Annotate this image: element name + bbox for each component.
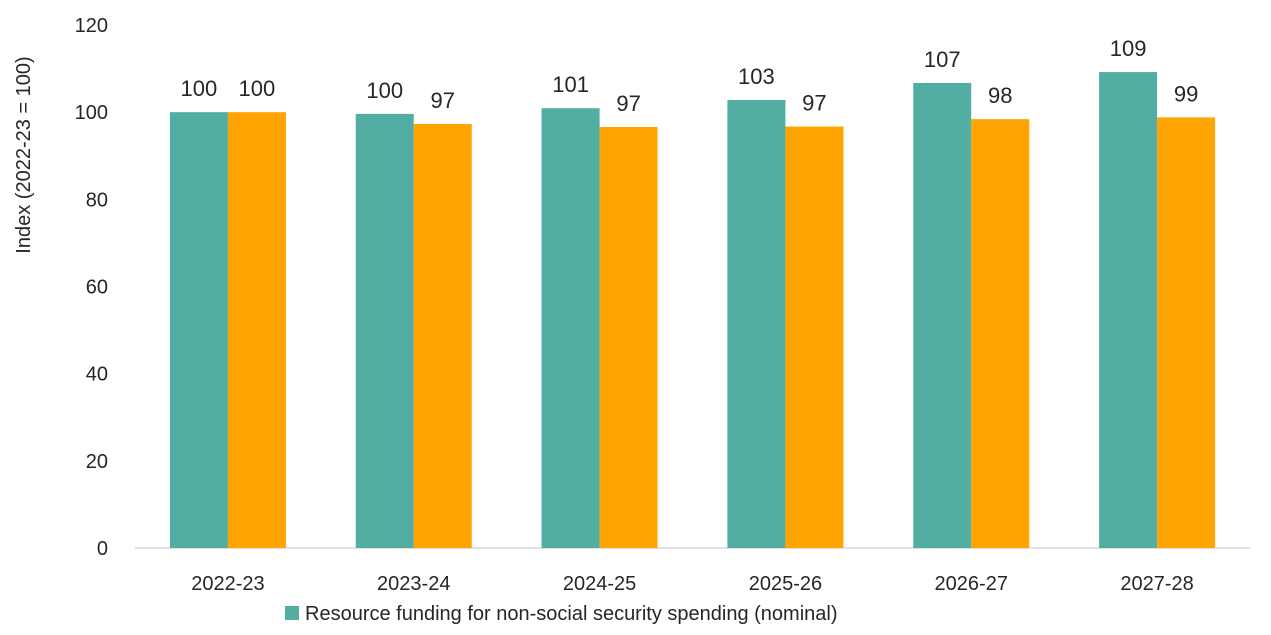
x-tick-label: 2027-28: [1120, 573, 1193, 595]
data-label: 99: [1174, 81, 1198, 106]
data-label: 98: [988, 83, 1012, 108]
y-tick-label: 100: [75, 102, 108, 124]
bar: [785, 126, 844, 548]
x-axis: 2022-23 2023-24 2024-25 2025-26 2026-27 2027-…: [135, 547, 1250, 595]
bar: [227, 112, 286, 549]
legend: Resource funding for non-social security…: [285, 603, 838, 625]
data-label: 97: [616, 91, 640, 116]
legend-swatch: [285, 606, 299, 620]
data-label: 101: [552, 72, 589, 97]
legend-label: Resource funding for non-social security…: [305, 603, 838, 625]
y-axis: 0 20 40 60 80 100 120: [75, 15, 108, 560]
y-axis-title: Index (2022-23 = 100): [13, 56, 35, 253]
bar: [971, 119, 1030, 548]
bar: [1099, 72, 1158, 548]
bar: [727, 99, 786, 549]
x-tick-label: 2026-27: [935, 573, 1008, 595]
data-label: 109: [1110, 36, 1147, 61]
y-tick-label: 120: [75, 15, 108, 37]
x-tick-label: 2024-25: [563, 573, 636, 595]
data-label: 103: [738, 64, 775, 89]
bar: [169, 112, 228, 549]
bar: [599, 126, 658, 549]
y-tick-label: 60: [86, 277, 108, 299]
bar: [541, 108, 600, 548]
bar: [413, 123, 472, 548]
data-label: 97: [802, 91, 826, 116]
bar: [913, 82, 972, 549]
bars: [169, 72, 1216, 549]
bar: [355, 113, 414, 548]
x-tick-label: 2023-24: [377, 573, 450, 595]
x-tick-label: 2022-23: [191, 573, 264, 595]
bar: [1157, 117, 1216, 548]
data-label: 100: [366, 78, 403, 103]
y-tick-label: 40: [86, 364, 108, 386]
y-tick-label: 80: [86, 189, 108, 211]
data-labels: 100 100 100 97 101 97 103 97 107 98 109 99: [181, 36, 1199, 116]
data-label: 97: [431, 88, 455, 113]
x-tick-label: 2025-26: [749, 573, 822, 595]
y-tick-label: 20: [86, 451, 108, 473]
data-label: 100: [239, 76, 276, 101]
data-label: 100: [181, 76, 218, 101]
y-tick-label: 0: [97, 538, 108, 560]
data-label: 107: [924, 47, 961, 72]
